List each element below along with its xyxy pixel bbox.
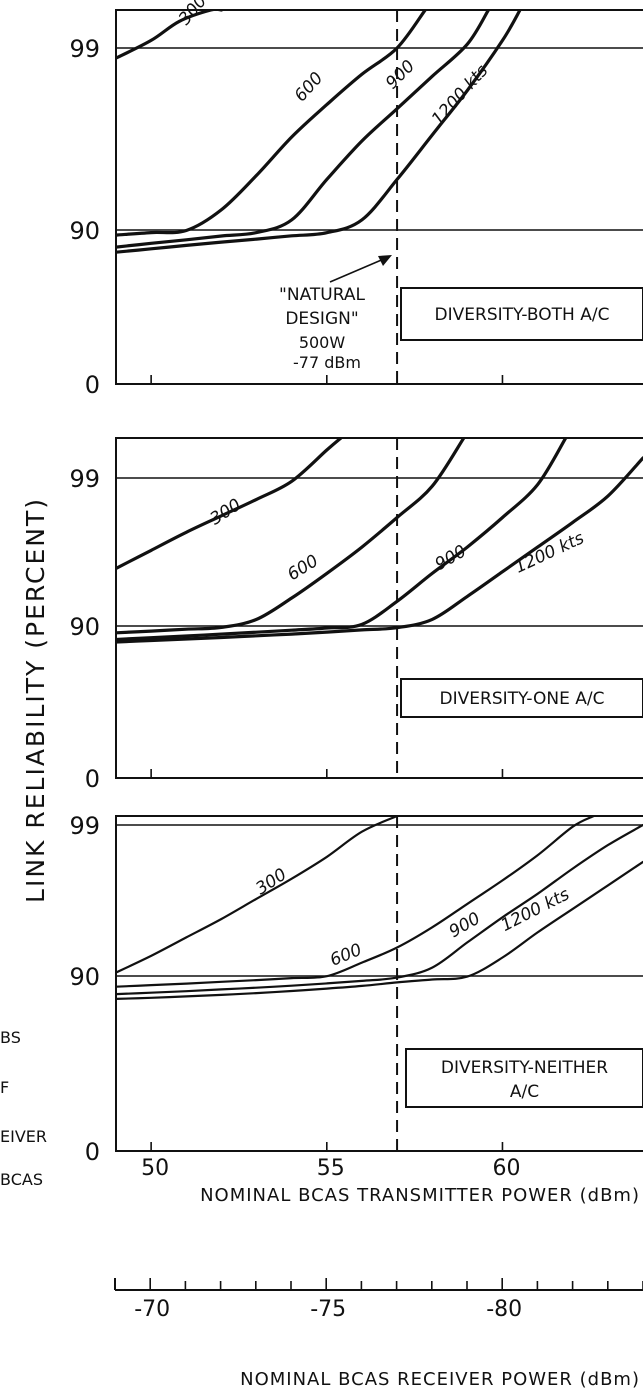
receiver-power-axis: -70 -75 -80 NOMINAL BCAS RECEIVER POWER (dB… — [114, 1278, 643, 1390]
x-tick-label-55: 55 — [317, 1156, 345, 1181]
annotation-arrow — [329, 257, 387, 283]
x-axis-label: NOMINAL BCAS TRANSMITTER POWER (dBm) — [200, 1185, 640, 1206]
panel-label-box — [400, 678, 643, 718]
y-tick-label-0: 0 — [85, 765, 100, 793]
arrowhead — [378, 255, 392, 266]
series-label-1200-kts: 1200 kts — [512, 528, 588, 577]
margin-fragment-3: EIVER — [0, 1127, 47, 1146]
receiver-axis-label: NOMINAL BCAS RECEIVER POWER (dBm) — [240, 1369, 640, 1390]
y-tick-label-0: 0 — [85, 371, 100, 399]
series-label-600: 600 — [291, 68, 328, 105]
panel-label: DIVERSITY-ONE A/C — [440, 689, 605, 709]
panel-label-box — [405, 1048, 643, 1108]
plot-frame — [115, 815, 643, 1152]
panel-label-box — [400, 287, 643, 341]
series-line-1200-kts — [116, 456, 643, 644]
series-line-600 — [116, 438, 466, 635]
panel-label: DIVERSITY-BOTH A/C — [435, 305, 610, 325]
margin-fragment-1: BS — [0, 1028, 21, 1047]
y-tick-label-90: 90 — [69, 217, 100, 245]
series-line-900 — [116, 438, 568, 642]
annotation-line-2: DESIGN" — [285, 309, 358, 329]
series-label-300: 300 — [175, 0, 211, 29]
series-line-900 — [116, 10, 490, 249]
y-tick-label-99: 99 — [69, 35, 100, 63]
x-tick-label-60: 60 — [492, 1156, 520, 1181]
series-label-1200-kts: 1200 kts — [498, 884, 573, 935]
margin-fragment-2: F — [0, 1078, 9, 1097]
series-line-300 — [116, 10, 223, 60]
series-line-900 — [116, 823, 643, 996]
panel-label-line-2: A/C — [510, 1082, 539, 1102]
series-line-1200-kts — [116, 10, 522, 254]
series-label-900: 900 — [382, 56, 419, 93]
y-tick-label-90: 90 — [69, 963, 100, 991]
receiver-tick-label-70: -70 — [134, 1297, 170, 1322]
annotation-line-4: -77 dBm — [293, 353, 361, 372]
panel-label-line-1: DIVERSITY-NEITHER — [441, 1058, 608, 1078]
series-label-300: 300 — [207, 495, 245, 529]
receiver-tick-label-75: -75 — [310, 1297, 346, 1322]
x-tick-label-50: 50 — [141, 1156, 169, 1181]
annotation-line-3: 500W — [299, 333, 346, 352]
series-line-300 — [116, 438, 343, 570]
series-line-600 — [116, 816, 595, 988]
margin-fragment-4: BCAS — [0, 1170, 43, 1189]
y-axis-label: LINK RELIABILITY (PERCENT) — [21, 497, 50, 903]
natural-design-annotation: "NATURAL DESIGN" 500W-77 dBm — [279, 255, 392, 372]
series-label-600: 600 — [327, 940, 365, 971]
plot-frame — [115, 9, 643, 385]
series-line-1200-kts — [116, 860, 643, 1000]
y-tick-label-90: 90 — [69, 613, 100, 641]
annotation-line-1: "NATURAL — [279, 285, 365, 305]
receiver-tick-label-80: -80 — [486, 1297, 522, 1322]
y-tick-label-0: 0 — [85, 1138, 100, 1166]
series-line-600 — [116, 10, 427, 237]
series-label-300: 300 — [252, 865, 290, 899]
plot-frame — [115, 437, 643, 779]
left-margin-text: BS F EIVER BCAS — [0, 1028, 47, 1189]
series-line-300 — [116, 816, 399, 974]
y-tick-label-99: 99 — [69, 465, 100, 493]
y-tick-label-99: 99 — [69, 812, 100, 840]
